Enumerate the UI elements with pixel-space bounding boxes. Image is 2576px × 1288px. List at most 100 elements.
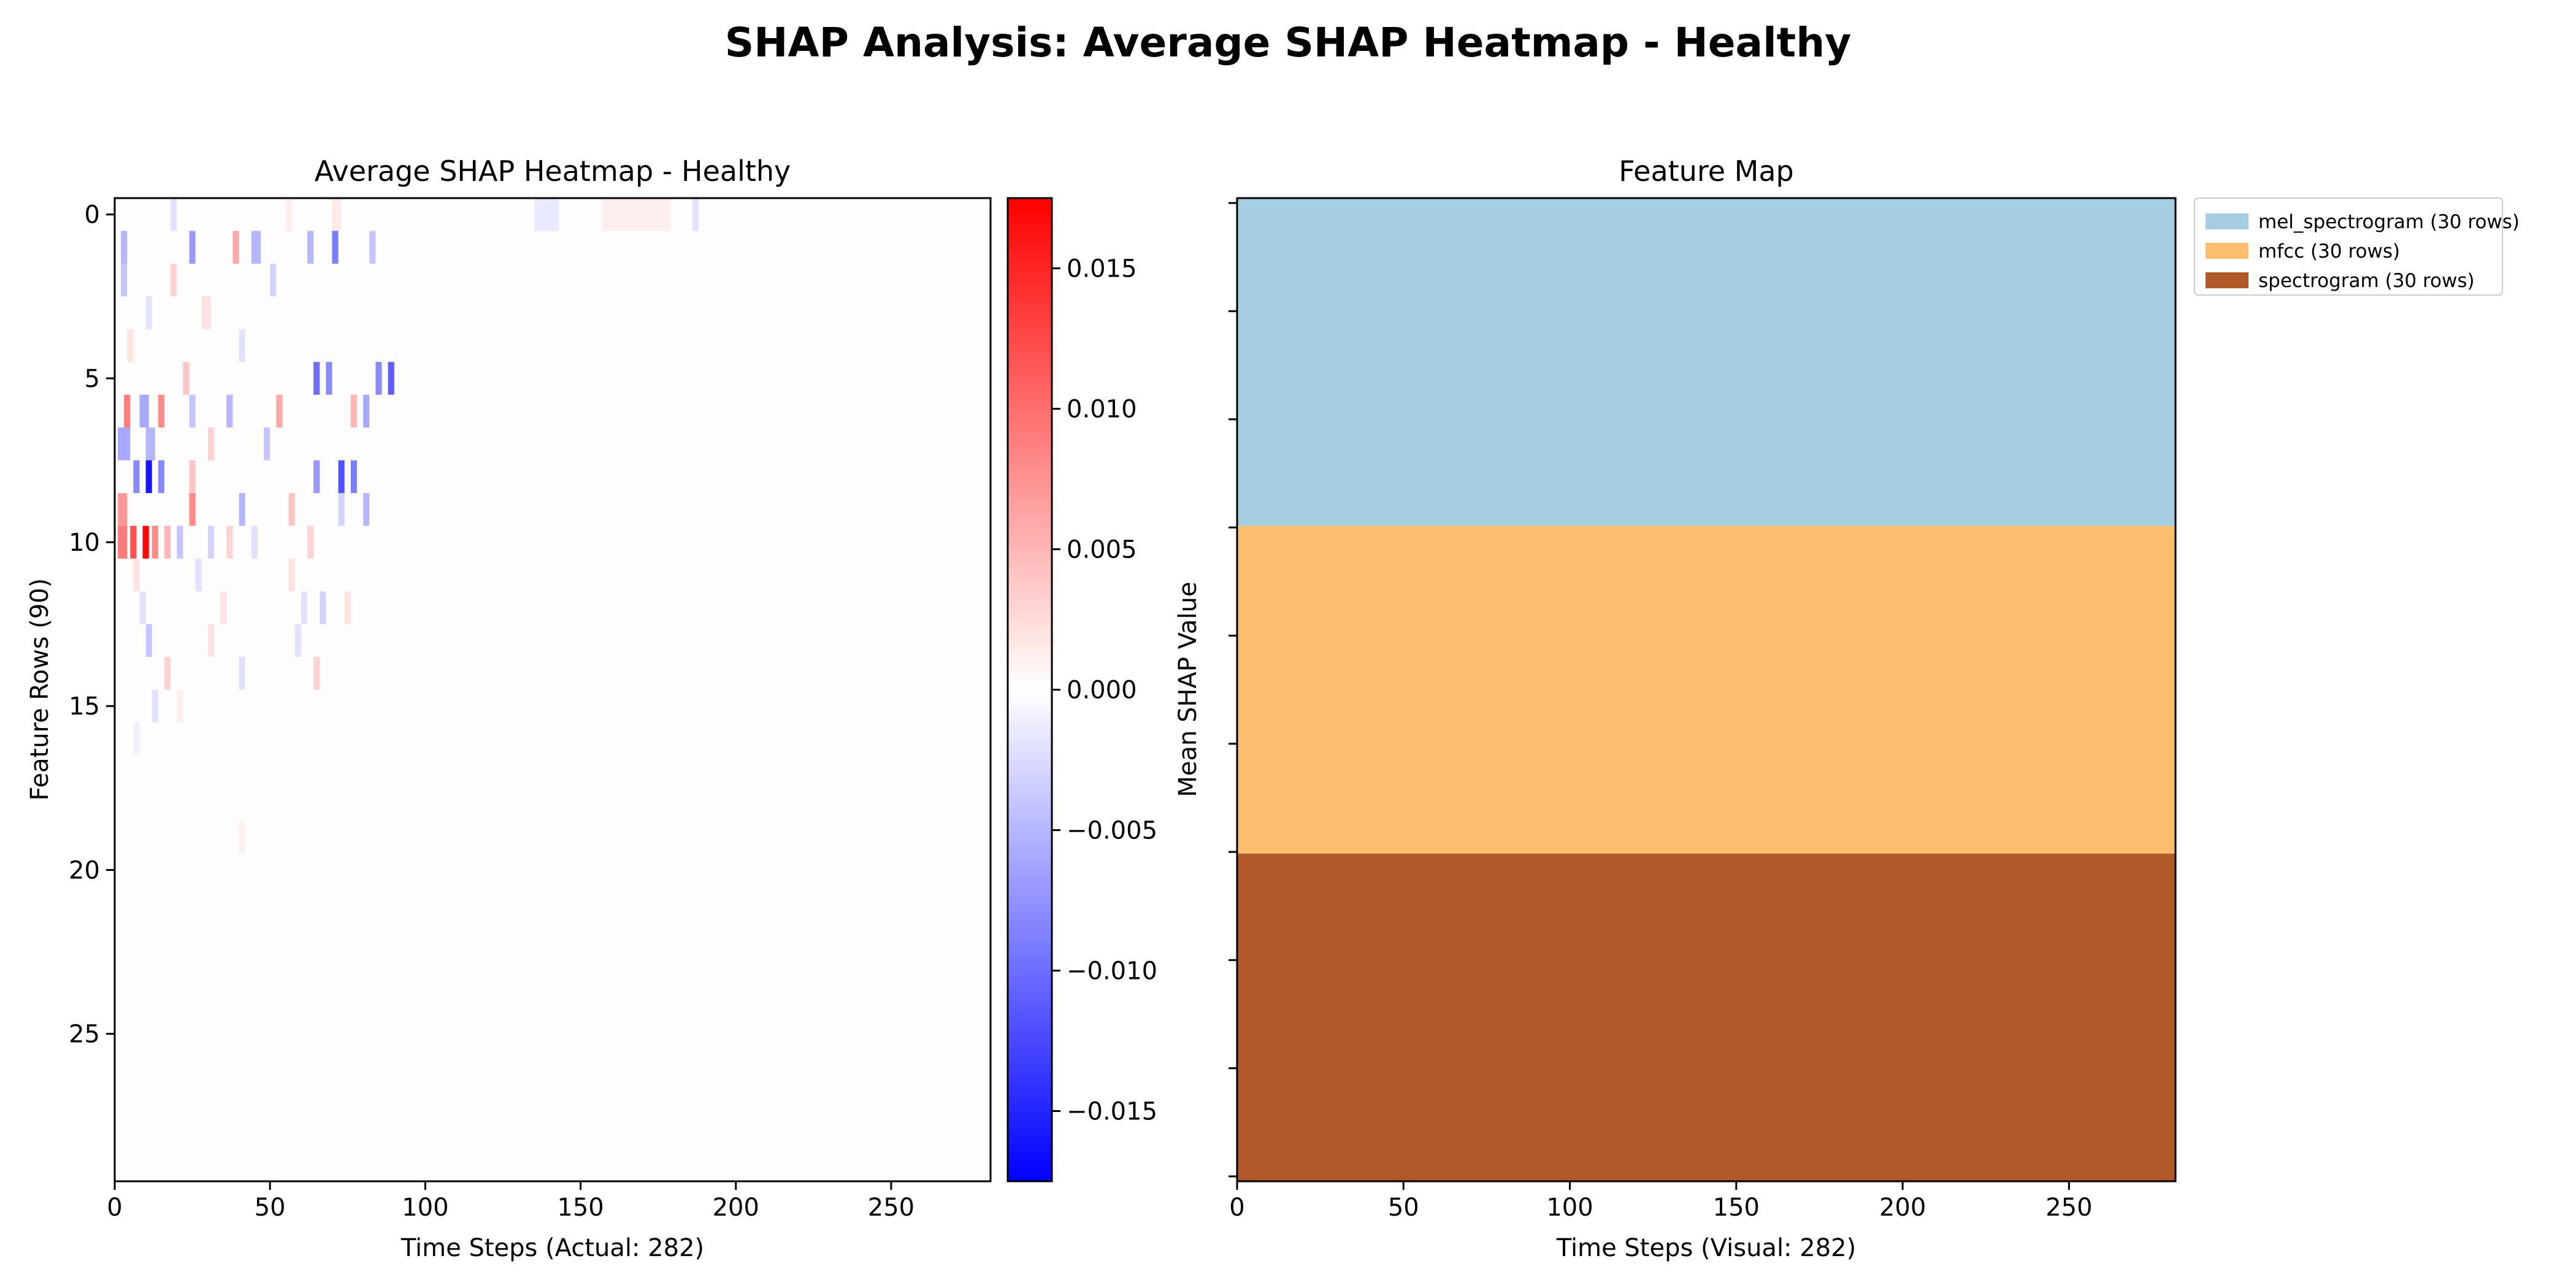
- feature-map-frame: [1236, 197, 2177, 1183]
- y-tick-label: 5: [85, 365, 100, 393]
- heatmap-cell: [226, 394, 233, 428]
- heatmap-cell: [151, 689, 158, 723]
- legend-label: spectrogram (30 rows): [2258, 270, 2475, 292]
- colorbar-tick-label: 0.010: [1067, 396, 1137, 424]
- heatmap-cell: [313, 460, 320, 493]
- heatmap-cell: [239, 821, 245, 854]
- heatmap-cell: [313, 657, 320, 690]
- heatmap-cell: [313, 362, 320, 395]
- heatmap-cell: [301, 591, 307, 624]
- x-tick-label: 50: [1388, 1194, 1419, 1222]
- feature-band: [1237, 198, 2175, 526]
- heatmap-cell: [151, 526, 158, 559]
- heatmap-x-ticks: 0 50 100 150 200 250: [107, 1181, 914, 1222]
- colorbar-tick-label: −0.005: [1067, 817, 1157, 845]
- heatmap-cell: [124, 394, 131, 428]
- feature-map-y-ticks: [1229, 202, 1237, 1178]
- y-tick-label: 10: [69, 529, 100, 557]
- heatmap-cell: [338, 493, 345, 526]
- heatmap-cell: [207, 526, 215, 559]
- heatmap-cell: [158, 394, 165, 428]
- heatmap-cell: [121, 231, 128, 264]
- x-tick-label: 50: [255, 1194, 286, 1222]
- heatmap-cell: [142, 526, 149, 559]
- heatmap-cell: [189, 231, 196, 264]
- colorbar-gradient: [1008, 198, 1052, 1181]
- heatmap-cell: [363, 493, 370, 526]
- heatmap-cell: [239, 657, 245, 690]
- heatmap-cell: [121, 263, 128, 297]
- heatmap-cell: [145, 624, 152, 657]
- heatmap-cell: [133, 460, 140, 493]
- heatmap-cell: [285, 198, 292, 231]
- heatmap-cell: [602, 198, 671, 231]
- heatmap-cell: [139, 394, 149, 428]
- legend-label: mel_spectrogram (30 rows): [2258, 211, 2520, 233]
- heatmap-cell: [189, 460, 196, 493]
- x-tick-label: 100: [1546, 1194, 1593, 1222]
- heatmap-cell: [294, 624, 301, 657]
- heatmap-cell: [251, 231, 261, 264]
- heatmap-cell: [183, 362, 190, 395]
- heatmap-cell: [232, 231, 239, 264]
- heatmap-frame: [113, 197, 992, 1183]
- heatmap-cell: [534, 198, 559, 231]
- heatmap-cell: [350, 460, 357, 493]
- heatmap-cell: [344, 591, 351, 624]
- heatmap-cell: [195, 558, 202, 592]
- legend-swatch: [2206, 243, 2248, 259]
- heatmap-cell: [145, 296, 152, 329]
- feature-map-x-ticks: 0 50 100 150 200 250: [1229, 1181, 2093, 1222]
- heatmap-cell: [207, 427, 215, 461]
- y-tick-label: 0: [85, 201, 100, 229]
- heatmap-cell: [139, 591, 146, 624]
- legend-label: mfcc (30 rows): [2258, 240, 2400, 263]
- heatmap-cell: [239, 329, 245, 362]
- feature-band: [1237, 526, 2175, 854]
- x-tick-label: 250: [2045, 1194, 2092, 1222]
- heatmap-cell: [288, 558, 295, 592]
- heatmap-cell: [270, 263, 277, 297]
- legend-swatch: [2206, 213, 2248, 229]
- colorbar-ticks: 0.015 0.010 0.005 0.000 −0.005 −0.010 −0.015: [1052, 255, 1157, 1126]
- heatmap-cell: [692, 198, 699, 231]
- x-tick-label: 0: [107, 1194, 122, 1222]
- y-tick-label: 15: [69, 692, 100, 721]
- heatmap-title: Average SHAP Heatmap - Healthy: [315, 155, 791, 188]
- heatmap-y-ticks: 0 5 10 15 20 25: [69, 201, 115, 1049]
- legend: mel_spectrogram (30 rows) mfcc (30 rows) s…: [2194, 197, 2520, 296]
- colorbar-tick-label: 0.015: [1067, 255, 1137, 283]
- heatmap-cell: [363, 394, 370, 428]
- heatmap-cell: [307, 526, 314, 559]
- colorbar: 0.015 0.010 0.005 0.000 −0.005 −0.010 −0.015: [1006, 197, 1157, 1183]
- heatmap-cell: [350, 394, 357, 428]
- x-tick-label: 150: [557, 1194, 604, 1222]
- feature-bands: [1237, 198, 2175, 1181]
- heatmap-cell: [145, 460, 152, 493]
- heatmap-cell: [118, 526, 128, 559]
- x-tick-label: 150: [1713, 1194, 1760, 1222]
- x-tick-label: 200: [713, 1194, 759, 1222]
- heatmap-cell: [326, 362, 332, 395]
- heatmap-cell: [207, 624, 215, 657]
- heatmap-cell: [375, 362, 382, 395]
- colorbar-tick-label: 0.000: [1067, 677, 1137, 705]
- heatmap-cell: [264, 427, 270, 461]
- heatmap-cell: [369, 231, 376, 264]
- colorbar-tick-label: −0.010: [1067, 957, 1157, 986]
- feature-map-title: Feature Map: [1619, 155, 1794, 188]
- heatmap-panel: Average SHAP Heatmap - Healthy 0 50 100 150…: [26, 155, 992, 1262]
- heatmap-cell: [177, 526, 183, 559]
- legend-items: mel_spectrogram (30 rows) mfcc (30 rows) s…: [2206, 211, 2520, 292]
- heatmap-cells: [118, 198, 699, 854]
- heatmap-cell: [145, 427, 155, 461]
- x-tick-label: 250: [868, 1194, 914, 1222]
- heatmap-cell: [118, 427, 131, 461]
- heatmap-cell: [127, 329, 134, 362]
- heatmap-cell: [189, 493, 196, 526]
- heatmap-cell: [130, 526, 137, 559]
- heatmap-cell: [320, 591, 326, 624]
- heatmap-cell: [276, 394, 283, 428]
- heatmap-cell: [171, 263, 177, 297]
